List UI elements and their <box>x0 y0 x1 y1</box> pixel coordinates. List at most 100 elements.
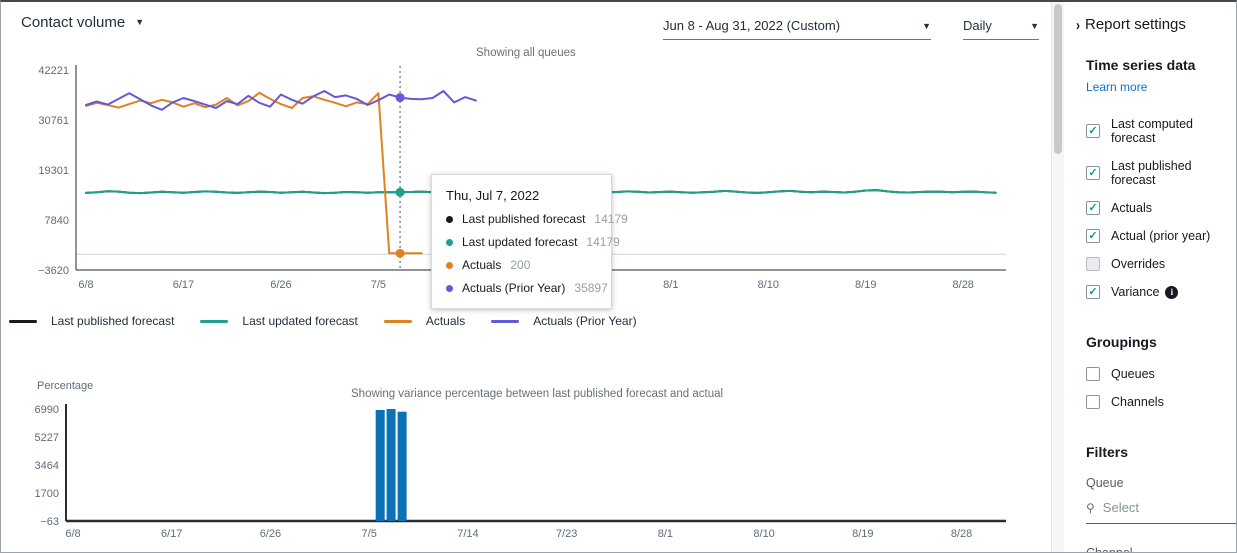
learn-more-link[interactable]: Learn more <box>1086 80 1148 94</box>
legend-item-last-updated-forecast: Last updated forecast <box>200 314 358 328</box>
checkbox-label: Channels <box>1111 395 1164 409</box>
legend-label: Actuals <box>425 314 466 328</box>
checkbox-checked[interactable]: ✓ <box>1086 166 1100 180</box>
legend-swatch <box>491 319 520 323</box>
date-range-dropdown[interactable]: Jun 8 - Aug 31, 2022 (Custom) ▼ <box>663 16 931 40</box>
report-type-label: Contact volume <box>21 14 126 31</box>
x-tick-label: 8/19 <box>852 528 873 540</box>
hover-marker <box>395 187 405 197</box>
ts-item-last-computed-forecast[interactable]: ✓ Last computed forecast <box>1086 110 1236 152</box>
legend-item-last-published-forecast: Last published forecast <box>9 314 174 328</box>
queue-select-input[interactable]: ⚲ Select <box>1086 500 1236 524</box>
series-dot-icon <box>446 261 453 269</box>
x-tick-label: 6/8 <box>78 279 93 291</box>
checkbox-checked[interactable]: ✓ <box>1086 285 1100 299</box>
checkbox-checked[interactable]: ✓ <box>1086 229 1100 243</box>
checkbox-label: Last computed forecast <box>1111 117 1193 145</box>
info-icon[interactable]: i <box>1165 285 1179 299</box>
tooltip-row: Last published forecast 14179 <box>446 212 628 226</box>
legend-swatch <box>200 319 229 323</box>
tooltip-series-value: 14179 <box>594 212 628 226</box>
x-tick-label: 7/5 <box>371 279 386 291</box>
checkbox-checked[interactable]: ✓ <box>1086 201 1100 215</box>
legend-item-actuals-prior-year-: Actuals (Prior Year) <box>491 314 637 328</box>
tooltip-row: Actuals 200 <box>446 258 597 272</box>
volume-chart-title: Showing all queues <box>476 47 576 59</box>
variance-bar-7-8 <box>397 411 407 521</box>
chart-legend: Last published forecast Last updated fore… <box>9 314 637 328</box>
checkbox-label: Actuals <box>1111 201 1152 215</box>
tooltip-series-label: Actuals (Prior Year) <box>462 281 566 295</box>
toolbar: Contact volume ▼ Jun 8 - Aug 31, 2022 (Cu… <box>1 2 1049 44</box>
checkbox-unchecked[interactable] <box>1086 367 1100 381</box>
x-tick-label: 8/10 <box>758 279 779 291</box>
queue-filter-label: Queue <box>1086 476 1124 490</box>
y-tick-label: 6990 <box>35 404 59 416</box>
tooltip-series-value: 35897 <box>574 281 608 295</box>
checkbox-label: Last published forecast <box>1111 159 1192 187</box>
tooltip-series-label: Actuals <box>462 258 502 272</box>
tooltip-series-value: 14179 <box>586 235 620 249</box>
x-tick-label: 8/19 <box>855 279 876 291</box>
hover-marker <box>395 248 405 258</box>
x-tick-label: 8/1 <box>658 528 673 540</box>
series-dot-icon <box>446 215 453 223</box>
ts-item-variance[interactable]: ✓ Variance i <box>1086 278 1236 306</box>
ts-item-overrides[interactable]: Overrides <box>1086 250 1236 278</box>
y-tick-label: 7840 <box>45 215 69 227</box>
chevron-down-icon: ▼ <box>1030 21 1039 31</box>
legend-label: Last updated forecast <box>242 314 358 328</box>
x-tick-label: 6/8 <box>65 528 80 540</box>
tooltip-series-label: Last published forecast <box>462 212 586 226</box>
variance-chart-title: Showing variance percentage between last… <box>351 388 724 400</box>
variance-bar-7-7 <box>386 409 396 521</box>
interval-dropdown[interactable]: Daily ▼ <box>963 16 1039 40</box>
x-tick-label: 6/17 <box>161 528 182 540</box>
groupings-section-title: Groupings <box>1086 334 1157 350</box>
tooltip-row: Actuals (Prior Year) 35897 <box>446 281 608 295</box>
x-tick-label: 6/26 <box>260 528 281 540</box>
y-tick-label: 30761 <box>38 115 69 127</box>
checkbox-checked[interactable]: ✓ <box>1086 124 1100 138</box>
x-tick-label: 8/28 <box>951 528 972 540</box>
checkbox-unchecked[interactable] <box>1086 395 1100 409</box>
series-line-actuals <box>85 91 423 255</box>
x-tick-label: 6/26 <box>270 279 291 291</box>
checkbox-label: Overrides <box>1111 257 1166 271</box>
grouping-queues[interactable]: Queues <box>1086 360 1236 388</box>
report-settings-toggle[interactable]: › Report settings <box>1076 16 1236 33</box>
y-tick-label: 19301 <box>38 165 69 177</box>
ts-item-actuals[interactable]: ✓ Actuals <box>1086 194 1236 222</box>
report-type-dropdown[interactable]: Contact volume ▼ <box>21 14 144 31</box>
search-icon: ⚲ <box>1086 500 1095 515</box>
tooltip-series-label: Last updated forecast <box>462 235 578 249</box>
interval-value: Daily <box>963 18 992 33</box>
queue-select-placeholder: Select <box>1102 500 1139 515</box>
x-tick-label: 8/28 <box>953 279 974 291</box>
filters-section-title: Filters <box>1086 444 1129 460</box>
time-series-section-title: Time series data <box>1086 57 1196 73</box>
checkbox-label: Actual (prior year) <box>1111 229 1211 243</box>
legend-label: Last published forecast <box>51 314 175 328</box>
channel-filter-label: Channel <box>1086 546 1133 553</box>
x-tick-label: 8/1 <box>663 279 678 291</box>
report-settings-panel: › Report settings Time series data Learn… <box>1064 2 1236 553</box>
x-tick-label: 7/23 <box>556 528 577 540</box>
series-line-actuals-prior-year- <box>85 90 477 111</box>
checkbox-unchecked[interactable] <box>1086 257 1100 271</box>
tooltip-series-value: 200 <box>510 258 531 272</box>
y-tick-label: 1700 <box>35 488 59 500</box>
chevron-right-icon: › <box>1076 16 1080 33</box>
ts-item-actual-prior-year-[interactable]: ✓ Actual (prior year) <box>1086 222 1236 250</box>
legend-swatch <box>383 319 412 323</box>
grouping-channels[interactable]: Channels <box>1086 388 1236 416</box>
variance-bar-7-6 <box>375 410 385 521</box>
vertical-scrollbar[interactable] <box>1051 2 1064 552</box>
date-range-value: Jun 8 - Aug 31, 2022 (Custom) <box>663 18 841 33</box>
series-dot-icon <box>446 238 453 246</box>
y-tick-label: −63 <box>40 516 59 528</box>
variance-bar-chart: 6990 5227 3464 1700 −63 6/8 6/17 6/26 7/5 7/14 7/2… <box>35 404 1006 540</box>
ts-item-last-published-forecast[interactable]: ✓ Last published forecast <box>1086 152 1236 194</box>
hover-marker <box>395 93 405 103</box>
scrollbar-thumb[interactable] <box>1054 4 1062 154</box>
